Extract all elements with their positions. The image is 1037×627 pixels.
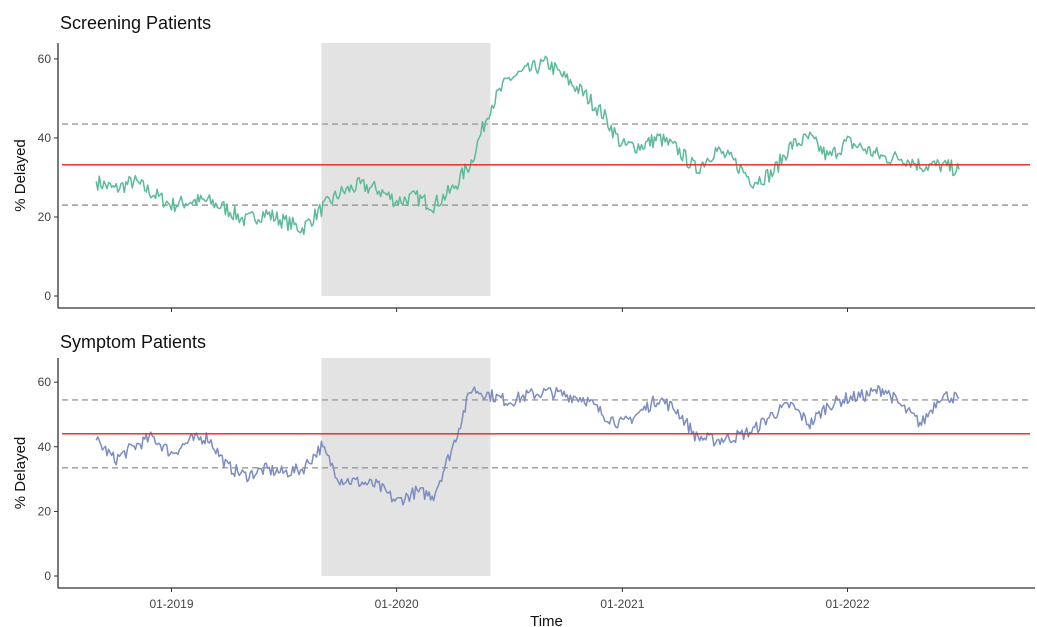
panel-screening: Screening Patients 0 20 40 60 % Delayed bbox=[12, 13, 1035, 312]
x-tick-label: 01-2022 bbox=[825, 597, 869, 611]
x-tick-label: 01-2020 bbox=[375, 597, 419, 611]
y-tick-label: 60 bbox=[38, 52, 52, 66]
panel-symptom: Symptom Patients 0 20 40 60 % Delayed bbox=[12, 332, 1035, 592]
y-axis-label: % Delayed bbox=[12, 139, 29, 212]
x-tick-label: 01-2021 bbox=[600, 597, 644, 611]
y-tick-label: 20 bbox=[38, 210, 52, 224]
panel-title: Symptom Patients bbox=[60, 332, 206, 352]
y-tick-label: 40 bbox=[38, 440, 52, 454]
series-line bbox=[95, 55, 960, 236]
series-line bbox=[95, 384, 960, 506]
y-axis-label: % Delayed bbox=[12, 437, 29, 510]
y-tick-label: 0 bbox=[44, 289, 51, 303]
y-tick-label: 20 bbox=[38, 504, 52, 518]
y-tick-label: 40 bbox=[38, 131, 52, 145]
x-axis-label: Time bbox=[530, 613, 563, 627]
x-tick-label: 01-2019 bbox=[149, 597, 193, 611]
shaded-period bbox=[321, 358, 491, 576]
y-tick-label: 60 bbox=[38, 375, 52, 389]
panel-title: Screening Patients bbox=[60, 13, 211, 33]
x-axis: 01-2019 01-2020 01-2021 01-2022 Time bbox=[149, 597, 869, 627]
y-tick-label: 0 bbox=[44, 569, 51, 583]
